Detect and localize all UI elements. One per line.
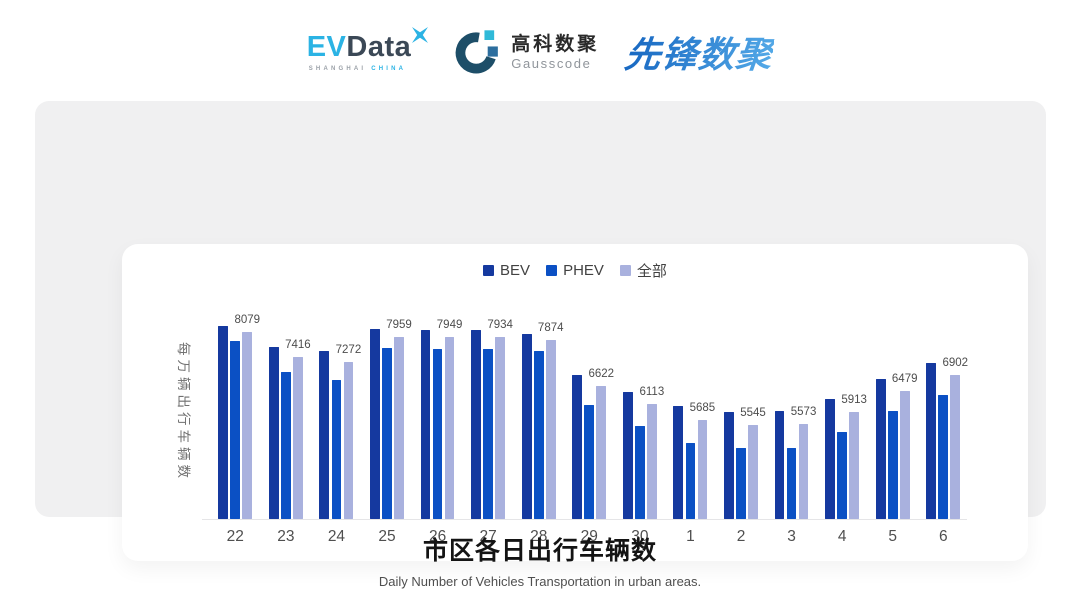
gausscode-cn-text: 高科数聚: [511, 33, 600, 55]
bar-all-3[interactable]: [798, 424, 809, 519]
bar-phev-23[interactable]: [280, 371, 291, 519]
bar-bev-29[interactable]: [572, 374, 583, 519]
bar-phev-30[interactable]: [634, 425, 645, 519]
bar-value-label: 7416: [285, 338, 311, 351]
legend-swatch-phev: [546, 265, 558, 276]
bar-phev-22[interactable]: [230, 340, 241, 519]
legend-label-all: 全部: [636, 263, 667, 280]
chart-title: 市区各日出行车辆数: [422, 537, 657, 565]
legend-label-bev: BEV: [500, 262, 531, 279]
bar-value-label: 6902: [942, 357, 969, 370]
evdata-sub-country: CHINA: [371, 65, 407, 72]
evdata-ev-text: EV: [306, 30, 347, 63]
evdata-logo: EV Data SHANGHAI CHINA: [306, 26, 429, 72]
bar-all-26[interactable]: [444, 336, 455, 519]
legend-swatch-bev: [483, 265, 495, 276]
legend-item-bev[interactable]: BEV: [483, 262, 530, 279]
logo-header: EV Data SHANGHAI CHINA 高科数聚 Gausscode 先锋数…: [0, 26, 1080, 78]
bar-all-29[interactable]: [596, 385, 607, 519]
bar-value-label: 7874: [537, 321, 564, 334]
bar-all-30[interactable]: [646, 404, 657, 519]
plot-area: 8079 7416 7272 7959 7949 7934 7874 6622 6113 5685…: [122, 244, 1028, 520]
bar-phev-6[interactable]: [938, 394, 949, 519]
bar-value-label: 6622: [588, 367, 615, 380]
bar-phev-24[interactable]: [331, 379, 342, 519]
bar-value-label: 6113: [639, 386, 665, 399]
bar-value-label: 5685: [689, 402, 716, 415]
chart-panel: BEV PHEV 全部 每万辆出行车辆数 8079 7416 7272 7959 7949 7…: [35, 101, 1046, 561]
bar-bev-30[interactable]: [622, 392, 633, 519]
gausscode-logo: 高科数聚 Gausscode: [454, 28, 599, 76]
bar-phev-29[interactable]: [584, 404, 595, 519]
caption: 市区各日出行车辆数 Daily Number of Vehicles Trans…: [0, 531, 1080, 589]
bar-value-label: 7272: [335, 343, 362, 356]
bar-bev-3[interactable]: [774, 411, 785, 519]
legend-item-all[interactable]: 全部: [619, 260, 667, 281]
bar-bev-25[interactable]: [370, 329, 380, 519]
bar-phev-1[interactable]: [685, 442, 696, 519]
bar-value-label: 7949: [436, 318, 463, 331]
bar-bev-27[interactable]: [471, 329, 481, 519]
bar-bev-28[interactable]: [521, 333, 532, 519]
bar-phev-26[interactable]: [432, 348, 443, 519]
bar-bev-5[interactable]: [875, 379, 886, 519]
x-axis-line: [202, 519, 967, 520]
chart-card: BEV PHEV 全部 每万辆出行车辆数 8079 7416 7272 7959 7949 7…: [122, 244, 1028, 561]
bar-bev-23[interactable]: [268, 346, 279, 519]
legend-label-phev: PHEV: [563, 262, 604, 279]
pioneer-data-logo: 先锋数聚: [623, 26, 776, 78]
bar-phev-3[interactable]: [786, 448, 797, 519]
bar-all-22[interactable]: [242, 332, 253, 519]
bar-all-6[interactable]: [950, 375, 961, 519]
bar-bev-26[interactable]: [420, 330, 431, 519]
bar-all-1[interactable]: [697, 420, 708, 519]
bar-value-label: 6479: [891, 373, 918, 386]
bar-all-2[interactable]: [748, 425, 758, 519]
evdata-data-text: Data: [346, 30, 412, 63]
bar-bev-1[interactable]: [673, 406, 684, 519]
chart-subtitle: Daily Number of Vehicles Transportation …: [378, 574, 702, 589]
bar-all-24[interactable]: [343, 361, 354, 519]
bar-all-25[interactable]: [394, 336, 404, 519]
bar-phev-25[interactable]: [382, 347, 392, 519]
gausscode-wordmark: 高科数聚 Gausscode: [511, 35, 599, 70]
bar-value-label: 5545: [740, 407, 766, 420]
bar-all-28[interactable]: [545, 339, 556, 519]
evdata-wordmark: EV Data: [306, 26, 429, 63]
bar-all-27[interactable]: [495, 337, 506, 519]
bar-phev-28[interactable]: [533, 350, 544, 519]
legend-swatch-all: [619, 265, 631, 276]
bar-all-23[interactable]: [292, 356, 303, 519]
bar-value-label: 7959: [386, 318, 412, 331]
bar-phev-2[interactable]: [736, 448, 746, 519]
bar-bev-24[interactable]: [319, 350, 330, 519]
bar-bev-6[interactable]: [926, 363, 937, 519]
bar-all-5[interactable]: [899, 391, 910, 519]
bar-phev-4[interactable]: [837, 432, 848, 519]
bar-value-label: 8079: [234, 314, 261, 327]
bar-value-label: 5913: [841, 393, 867, 406]
legend: BEV PHEV 全部: [122, 260, 1028, 281]
gausscode-en-text: Gausscode: [511, 55, 592, 71]
evdata-subtitle: SHANGHAI CHINA: [307, 66, 429, 72]
bar-bev-2[interactable]: [724, 412, 734, 519]
bar-value-label: 5573: [790, 406, 817, 419]
bar-bev-4[interactable]: [825, 399, 835, 519]
sparkle-icon: [412, 26, 429, 43]
legend-item-phev[interactable]: PHEV: [546, 262, 604, 279]
bar-value-label: 7934: [487, 319, 513, 332]
bar-phev-5[interactable]: [887, 411, 898, 519]
bar-bev-22[interactable]: [218, 326, 229, 519]
bar-phev-27[interactable]: [483, 349, 494, 519]
evdata-sub-city: SHANGHAI: [308, 65, 367, 72]
bar-all-4[interactable]: [849, 411, 860, 519]
gausscode-g-icon: [455, 30, 499, 74]
